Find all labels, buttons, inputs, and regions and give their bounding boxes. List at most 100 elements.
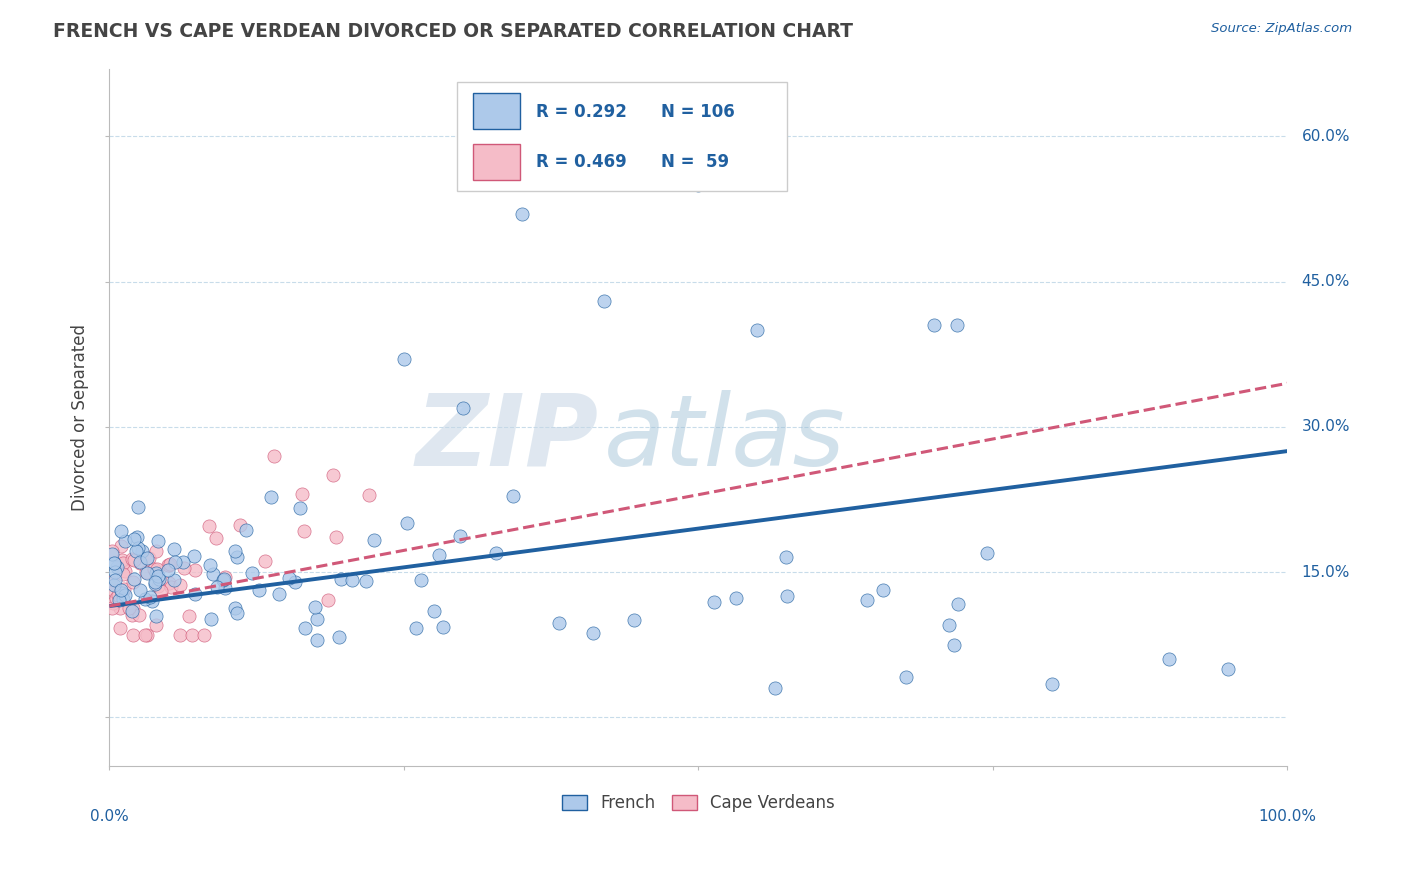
Point — [114, 534, 136, 549]
Point — [103, 596, 125, 610]
Point — [172, 555, 194, 569]
Point — [775, 550, 797, 565]
Point — [763, 681, 786, 696]
Point — [156, 558, 179, 572]
Point — [129, 582, 152, 597]
Point — [226, 606, 249, 620]
Point — [449, 529, 471, 543]
Point — [593, 293, 616, 308]
Point — [201, 567, 224, 582]
Point — [305, 612, 328, 626]
Point — [110, 524, 132, 539]
Point — [110, 582, 132, 597]
Point — [125, 530, 148, 544]
Point — [894, 670, 917, 684]
Point — [127, 541, 149, 555]
Point — [104, 566, 127, 580]
Point — [121, 604, 143, 618]
Text: FRENCH VS CAPE VERDEAN DIVORCED OR SEPARATED CORRELATION CHART: FRENCH VS CAPE VERDEAN DIVORCED OR SEPAR… — [53, 22, 853, 41]
Point — [112, 582, 135, 597]
Point — [135, 565, 157, 579]
Point — [157, 558, 180, 573]
Point — [110, 540, 132, 554]
Point — [111, 585, 134, 599]
Point — [747, 323, 769, 337]
Point — [110, 601, 132, 615]
Y-axis label: Divorced or Separated: Divorced or Separated — [72, 324, 89, 511]
Point — [205, 532, 228, 546]
Point — [128, 608, 150, 623]
Point — [284, 575, 307, 590]
Point — [1218, 662, 1240, 676]
Point — [100, 544, 122, 558]
Point — [200, 612, 222, 626]
Point — [134, 592, 156, 607]
Point — [146, 534, 169, 549]
Point — [145, 618, 167, 632]
Point — [938, 618, 960, 632]
Point — [214, 569, 236, 583]
Text: 15.0%: 15.0% — [1302, 565, 1350, 580]
Point — [142, 562, 165, 576]
Point — [121, 551, 143, 566]
Point — [211, 573, 233, 587]
Point — [110, 622, 132, 636]
Point — [105, 559, 128, 574]
Point — [240, 566, 263, 581]
Point — [193, 628, 215, 642]
Point — [942, 638, 965, 652]
Point — [269, 587, 291, 601]
Point — [136, 627, 159, 641]
Point — [228, 518, 250, 533]
Point — [922, 318, 945, 333]
Point — [253, 554, 276, 568]
Point — [122, 575, 145, 590]
Text: atlas: atlas — [605, 390, 845, 487]
Point — [118, 600, 141, 615]
Point — [363, 533, 385, 547]
Point — [294, 621, 316, 635]
Point — [122, 553, 145, 567]
Point — [157, 575, 180, 590]
Point — [127, 500, 149, 514]
Point — [198, 519, 221, 533]
Text: Source: ZipAtlas.com: Source: ZipAtlas.com — [1212, 22, 1353, 36]
Text: 100.0%: 100.0% — [1258, 809, 1316, 824]
Point — [122, 628, 145, 642]
Point — [103, 556, 125, 570]
Point — [125, 544, 148, 558]
Point — [143, 575, 166, 590]
Point — [484, 546, 506, 560]
Point — [427, 549, 450, 563]
Point — [224, 600, 246, 615]
Point — [214, 581, 236, 595]
Text: 30.0%: 30.0% — [1302, 419, 1350, 434]
Point — [432, 620, 454, 634]
Point — [316, 592, 339, 607]
Point — [104, 574, 127, 588]
Point — [131, 543, 153, 558]
Point — [111, 553, 134, 567]
Point — [148, 572, 170, 586]
Point — [145, 609, 167, 624]
Point — [405, 621, 427, 635]
Point — [183, 587, 205, 601]
Point — [134, 628, 156, 642]
Point — [702, 595, 724, 609]
Point — [288, 501, 311, 516]
Point — [1040, 676, 1063, 690]
Point — [114, 588, 136, 602]
Point — [226, 549, 249, 564]
Point — [103, 584, 125, 599]
Point — [392, 352, 415, 367]
Point — [128, 556, 150, 570]
Point — [146, 579, 169, 593]
Point — [948, 597, 970, 611]
Point — [111, 556, 134, 570]
Point — [124, 532, 146, 546]
Point — [305, 632, 328, 647]
Point — [135, 566, 157, 580]
Point — [325, 530, 347, 544]
Point — [105, 591, 128, 605]
Point — [169, 628, 191, 642]
